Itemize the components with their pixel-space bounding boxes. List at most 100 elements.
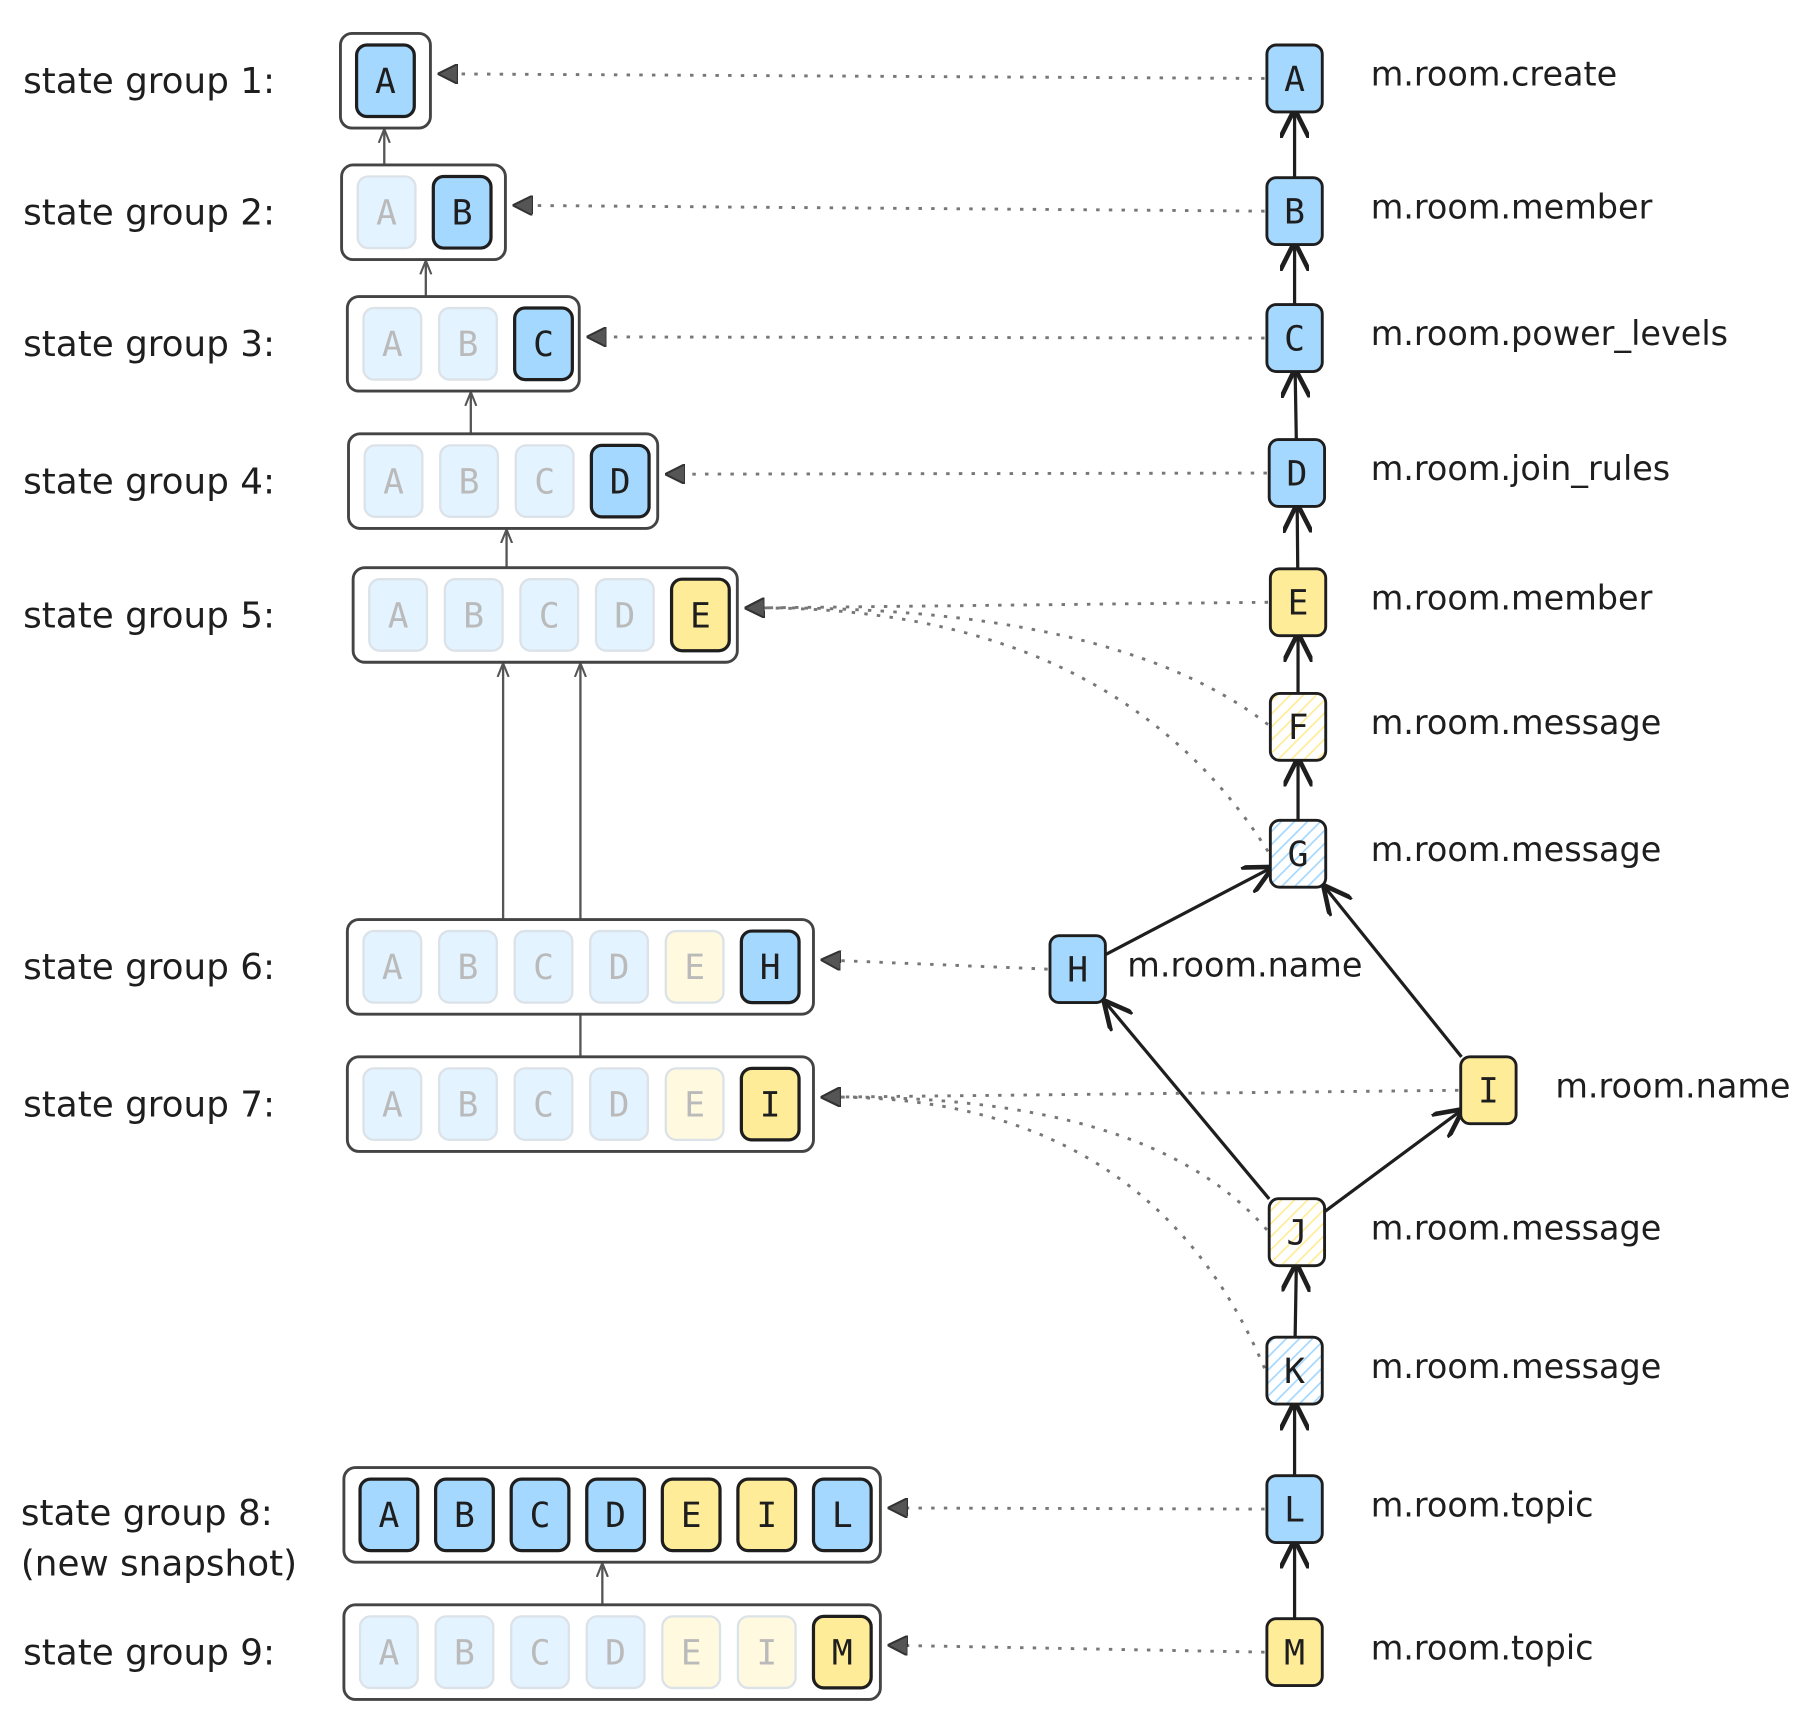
group-box — [351, 566, 739, 664]
event-type: m.room.join_rules — [1371, 449, 1671, 488]
event-type: m.room.topic — [1371, 1628, 1594, 1667]
group-cell: D — [589, 443, 651, 519]
group-cell: E — [669, 577, 731, 653]
cell-letter: A — [382, 325, 403, 365]
group-cell: D — [585, 1615, 646, 1690]
cell-letter: D — [609, 1085, 630, 1125]
dotted-link — [823, 1097, 1266, 1369]
group-cell: B — [431, 174, 493, 250]
cell-letter: H — [760, 948, 781, 988]
event-edge — [1297, 506, 1298, 569]
cell-letter: B — [463, 596, 484, 636]
group-cell: E — [664, 1067, 725, 1142]
group-cell: D — [589, 1067, 650, 1142]
event-edge — [1104, 868, 1270, 957]
group-cell: A — [358, 1615, 419, 1690]
cell-letter: D — [614, 596, 635, 636]
cell-box — [363, 444, 424, 519]
cell-box — [362, 306, 423, 381]
group-cell: A — [362, 306, 423, 381]
group-label: state group 2: — [23, 193, 275, 234]
group-cell: B — [434, 1477, 495, 1553]
cell-box — [362, 929, 423, 1004]
cell-box — [739, 1066, 801, 1142]
group-cell: C — [519, 578, 580, 652]
group-label: state group 1: — [23, 61, 275, 102]
dotted-link — [515, 205, 1265, 211]
cell-box — [434, 1477, 495, 1553]
cell-letter: B — [458, 325, 479, 365]
event-id: E — [1288, 584, 1309, 624]
group-label: state group 5: — [23, 595, 275, 636]
group-label: state group 8: — [21, 1493, 273, 1534]
cell-box — [811, 1477, 873, 1553]
event-type: m.room.name — [1555, 1066, 1790, 1105]
group-cell: I — [736, 1615, 797, 1690]
group-box — [347, 432, 660, 530]
group-cell: H — [739, 929, 801, 1005]
event-edge — [1323, 1111, 1461, 1213]
event-node — [1265, 1335, 1324, 1406]
cell-box — [443, 578, 504, 652]
cell-box — [431, 174, 493, 250]
dotted-link — [747, 608, 1270, 853]
event-id: B — [1284, 192, 1305, 232]
cell-letter: C — [530, 1496, 551, 1536]
event-node — [1265, 303, 1324, 373]
cell-box — [661, 1615, 722, 1690]
cell-box — [437, 929, 498, 1004]
cell-letter: C — [539, 596, 560, 636]
cell-box — [439, 444, 500, 519]
cell-box — [664, 929, 725, 1004]
event-edge — [1295, 1266, 1296, 1338]
cell-box — [589, 929, 650, 1004]
cell-box — [660, 1477, 722, 1553]
group-cell: C — [510, 1615, 571, 1690]
event-id: A — [1284, 60, 1305, 100]
dotted-link — [588, 337, 1265, 338]
dotted-link — [890, 1508, 1265, 1509]
cell-box — [594, 578, 655, 652]
group-cell: B — [439, 444, 500, 519]
event-node — [1267, 1197, 1327, 1268]
cell-letter: D — [610, 462, 631, 502]
event-id: I — [1478, 1072, 1499, 1112]
cell-box — [509, 1477, 571, 1553]
cell-letter: D — [605, 1496, 626, 1536]
cell-letter: A — [383, 462, 404, 502]
cell-letter: M — [832, 1633, 853, 1673]
cell-box — [513, 1067, 574, 1142]
group-cell: I — [736, 1477, 798, 1553]
event-node — [1265, 176, 1324, 247]
group-label: state group 9: — [23, 1632, 275, 1673]
cell-letter: I — [756, 1633, 777, 1673]
cell-box — [358, 1477, 420, 1553]
cell-box — [519, 578, 580, 652]
group-cell: E — [660, 1477, 722, 1553]
cell-box — [354, 43, 416, 119]
event-type: m.room.power_levels — [1371, 314, 1728, 353]
event-edge — [1325, 887, 1463, 1058]
dotted-link — [747, 608, 1269, 726]
cell-letter: A — [382, 948, 403, 988]
cell-letter: C — [533, 948, 554, 988]
dotted-link — [440, 74, 1265, 79]
cell-box — [510, 1615, 571, 1690]
cell-box — [589, 443, 651, 519]
cell-box — [362, 1067, 423, 1142]
cell-letter: B — [454, 1633, 475, 1673]
event-id: D — [1286, 454, 1307, 494]
dotted-link — [823, 1097, 1268, 1231]
event-type: m.room.message — [1371, 830, 1662, 869]
event-node — [1268, 691, 1328, 762]
event-id: M — [1284, 1633, 1305, 1673]
cell-letter: B — [458, 1085, 479, 1125]
cell-box — [358, 1615, 419, 1690]
cell-letter: A — [378, 1633, 399, 1673]
dotted-link — [823, 1090, 1459, 1097]
group-cell: B — [437, 1067, 498, 1142]
event-type: m.room.message — [1371, 703, 1662, 742]
event-id: J — [1286, 1214, 1307, 1254]
dotted-link — [667, 473, 1267, 474]
dotted-link — [823, 960, 1048, 969]
